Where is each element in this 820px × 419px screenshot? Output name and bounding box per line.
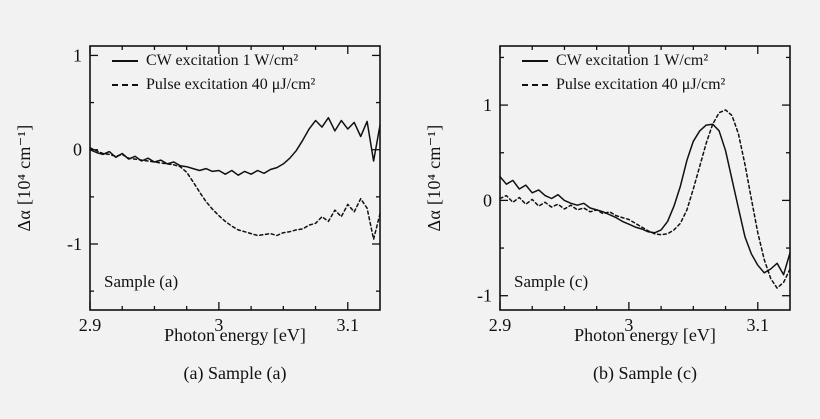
y-axis-label-c: Δα [10⁴ cm⁻¹] bbox=[424, 124, 444, 232]
solid-line-swatch bbox=[112, 60, 138, 62]
sample-label-c: Sample (c) bbox=[514, 272, 589, 291]
plot-a-canvas: 2.9 3 3.1 -1 0 1 bbox=[67, 45, 381, 335]
svg-text:0: 0 bbox=[483, 190, 492, 210]
legend-label-pulse: Pulse excitation 40 μJ/cm² bbox=[556, 76, 726, 93]
solid-line-swatch bbox=[522, 60, 548, 62]
caption-a: (a) Sample (a) bbox=[183, 363, 287, 383]
legend-label-cw: CW excitation 1 W/cm² bbox=[556, 52, 709, 69]
legend-item-pulse: Pulse excitation 40 μJ/cm² bbox=[522, 76, 725, 94]
x-axis-label-a: Photon energy [eV] bbox=[164, 325, 306, 345]
svg-text:1: 1 bbox=[483, 95, 492, 115]
dashed-line-swatch bbox=[522, 84, 548, 86]
panel-sample-c: 2.9 3 3.1 -1 0 1 Δα [10⁴ cm⁻¹] Photon energy … bbox=[410, 0, 820, 419]
svg-text:3.1: 3.1 bbox=[747, 315, 770, 335]
svg-text:-1: -1 bbox=[477, 286, 492, 306]
caption-c: (b) Sample (c) bbox=[593, 363, 697, 383]
svg-text:1: 1 bbox=[73, 45, 82, 65]
legend-label-pulse: Pulse excitation 40 μJ/cm² bbox=[146, 76, 316, 93]
svg-text:-1: -1 bbox=[67, 234, 82, 254]
svg-text:0: 0 bbox=[73, 140, 82, 160]
svg-text:2.9: 2.9 bbox=[489, 315, 512, 335]
svg-text:3: 3 bbox=[214, 315, 223, 335]
svg-text:2.9: 2.9 bbox=[79, 315, 102, 335]
dashed-line-swatch bbox=[112, 84, 138, 86]
svg-text:3: 3 bbox=[624, 315, 633, 335]
sample-label-a: Sample (a) bbox=[104, 272, 179, 291]
legend-item-cw: CW excitation 1 W/cm² bbox=[522, 52, 725, 70]
legend-c: CW excitation 1 W/cm² Pulse excitation 4… bbox=[522, 52, 725, 94]
legend-item-cw: CW excitation 1 W/cm² bbox=[112, 52, 315, 70]
plot-c-canvas: 2.9 3 3.1 -1 0 1 bbox=[477, 45, 791, 335]
panel-sample-a: 2.9 3 3.1 -1 0 1 Δα [10⁴ cm⁻¹] Photon energy … bbox=[14, 45, 381, 383]
y-axis-label-a: Δα [10⁴ cm⁻¹] bbox=[14, 124, 34, 232]
x-axis-label-c: Photon energy [eV] bbox=[574, 325, 716, 345]
legend-label-cw: CW excitation 1 W/cm² bbox=[146, 52, 299, 69]
svg-text:3.1: 3.1 bbox=[337, 315, 360, 335]
legend-a: CW excitation 1 W/cm² Pulse excitation 4… bbox=[112, 52, 315, 94]
legend-item-pulse: Pulse excitation 40 μJ/cm² bbox=[112, 76, 315, 94]
